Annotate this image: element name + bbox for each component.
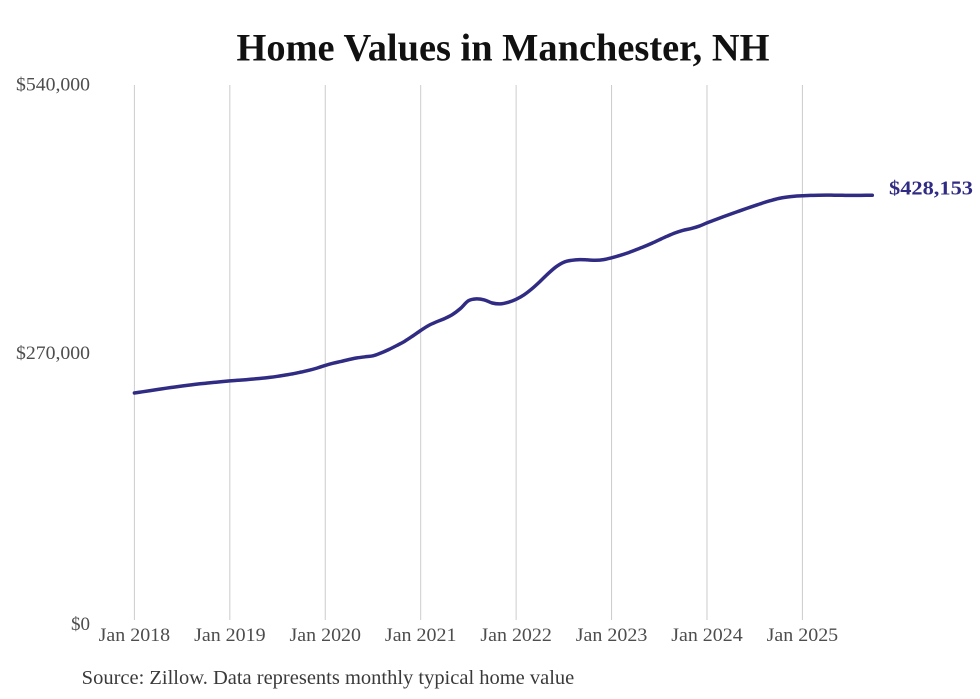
svg-text:Jan 2021: Jan 2021 bbox=[385, 625, 457, 646]
svg-text:Home Values in Manchester, NH: Home Values in Manchester, NH bbox=[237, 27, 770, 70]
svg-text:Jan 2025: Jan 2025 bbox=[767, 625, 839, 646]
svg-text:$270,000: $270,000 bbox=[16, 343, 90, 364]
svg-text:Jan 2018: Jan 2018 bbox=[99, 625, 171, 646]
svg-text:$0: $0 bbox=[71, 614, 90, 635]
svg-text:$428,153: $428,153 bbox=[889, 178, 973, 199]
svg-text:Source: Zillow. Data represent: Source: Zillow. Data represents monthly … bbox=[82, 668, 575, 689]
svg-text:$540,000: $540,000 bbox=[16, 74, 90, 95]
svg-text:Jan 2024: Jan 2024 bbox=[671, 625, 743, 646]
svg-text:Jan 2020: Jan 2020 bbox=[290, 625, 362, 646]
svg-text:Jan 2022: Jan 2022 bbox=[480, 625, 552, 646]
svg-text:Jan 2019: Jan 2019 bbox=[194, 625, 266, 646]
svg-text:Jan 2023: Jan 2023 bbox=[576, 625, 648, 646]
